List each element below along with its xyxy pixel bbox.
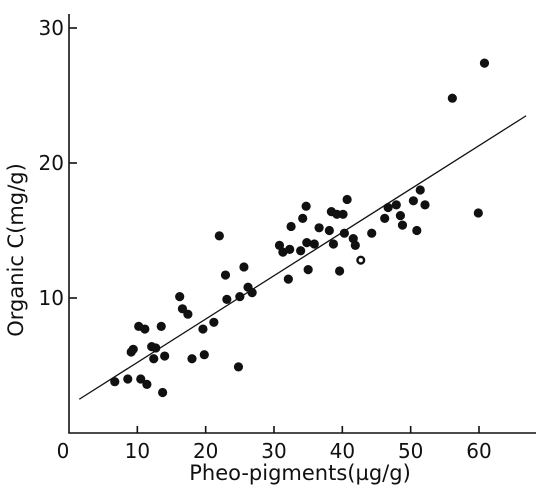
data-point [479,58,490,68]
data-point [136,374,146,384]
data-point [342,194,352,205]
data-point [324,225,334,236]
data-point [283,274,293,284]
data-point [296,246,306,256]
ticks: 0 10 20 30 40 50 60 10 20 30 [39,16,492,463]
data-point [350,240,360,250]
data-point [335,266,345,276]
data-point [220,270,231,280]
data-point [110,377,120,387]
x-tick-label: 30 [261,439,286,463]
data-point [397,220,408,230]
data-point [235,292,245,302]
data-point [123,374,133,384]
data-point [198,324,208,334]
data-point [239,262,249,272]
data-point [420,200,430,210]
data-point [298,213,308,223]
data-point [367,228,377,238]
data-point [415,185,425,195]
data-point [303,265,313,275]
data-point [383,202,393,213]
data-point [447,93,457,103]
axes [68,14,536,434]
data-point [140,324,150,334]
data-point [128,344,138,354]
x-tick-label: 0 [57,439,70,463]
data-point [338,209,348,219]
data-point [301,201,311,211]
data-point [356,255,366,265]
x-tick-label: 60 [466,439,491,463]
data-point [339,228,349,238]
data-point [175,292,185,302]
data-point [156,321,166,331]
x-tick-label: 10 [125,439,150,463]
data-point [160,351,170,361]
data-point [151,343,161,353]
data-point [209,317,219,327]
x-tick-label: 50 [398,439,423,463]
data-point [142,379,152,389]
data-point [214,231,224,241]
x-tick-label: 40 [330,439,355,463]
data-point [187,354,197,364]
data-point [309,239,319,249]
data-point [328,239,339,249]
regression-line [78,115,527,400]
y-tick-label: 20 [39,151,64,175]
data-points [110,58,490,398]
data-point [391,200,401,210]
y-axis-title: Organic C(mg/g) [4,163,28,337]
x-axis-title: Pheo-pigments(µg/g) [189,461,411,485]
y-tick-label: 10 [39,286,64,310]
data-point [285,244,295,254]
data-point [158,387,168,398]
data-point [412,225,422,236]
data-point [395,211,406,221]
data-point [314,223,324,233]
data-point [222,294,232,304]
axis-frame [68,14,536,434]
data-point [408,196,418,206]
data-point [302,238,312,248]
data-point [233,362,244,372]
data-point [149,354,159,364]
data-point [473,208,483,218]
data-point [286,221,296,232]
data-point [199,350,209,360]
x-tick-label: 20 [193,439,218,463]
data-point [247,288,257,298]
y-tick-label: 30 [39,16,64,40]
data-point [183,309,193,319]
data-point [380,213,390,223]
